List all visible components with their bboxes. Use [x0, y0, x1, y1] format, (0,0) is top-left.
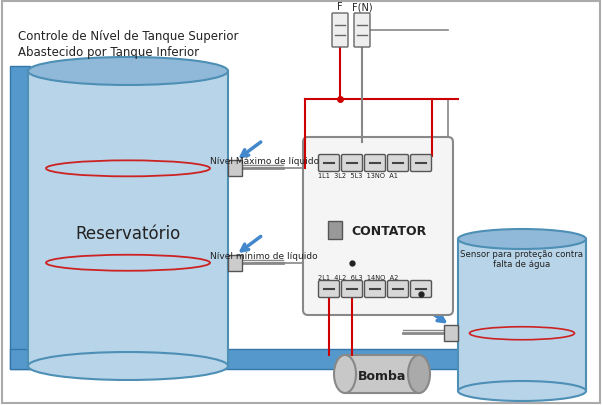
Bar — [345, 355, 419, 393]
Text: Sensor para proteção contra
falta de água: Sensor para proteção contra falta de águ… — [461, 249, 583, 269]
FancyBboxPatch shape — [318, 155, 340, 172]
FancyBboxPatch shape — [318, 281, 340, 298]
Text: F: F — [337, 2, 343, 12]
Bar — [328, 222, 342, 239]
Ellipse shape — [28, 58, 228, 86]
Bar — [228, 161, 242, 177]
Text: CONTATOR: CONTATOR — [352, 225, 427, 238]
Bar — [458, 239, 586, 391]
Text: F(N): F(N) — [352, 2, 372, 12]
Text: Bomba: Bomba — [358, 370, 406, 383]
Bar — [10, 67, 30, 369]
FancyBboxPatch shape — [364, 281, 385, 298]
FancyBboxPatch shape — [411, 281, 432, 298]
FancyBboxPatch shape — [332, 14, 348, 48]
FancyBboxPatch shape — [388, 281, 409, 298]
Text: Nível Máximo de líquido: Nível Máximo de líquido — [210, 157, 319, 166]
Bar — [444, 326, 458, 341]
Text: 1L1  3L2  5L3  13NO  A1: 1L1 3L2 5L3 13NO A1 — [318, 173, 398, 179]
Ellipse shape — [458, 230, 586, 249]
Bar — [28, 72, 228, 366]
FancyBboxPatch shape — [341, 281, 362, 298]
Ellipse shape — [334, 355, 356, 393]
FancyBboxPatch shape — [364, 155, 385, 172]
Text: Abastecido por Tanque Inferior: Abastecido por Tanque Inferior — [18, 46, 199, 59]
Bar — [512, 369, 532, 391]
Ellipse shape — [28, 352, 228, 380]
Text: Reservatório: Reservatório — [75, 225, 181, 243]
Bar — [10, 349, 570, 369]
FancyBboxPatch shape — [411, 155, 432, 172]
Ellipse shape — [408, 355, 430, 393]
Text: Nível mínimo de líquido: Nível mínimo de líquido — [210, 251, 318, 260]
Ellipse shape — [458, 381, 586, 401]
FancyBboxPatch shape — [303, 138, 453, 315]
Text: Controle de Nível de Tanque Superior: Controle de Nível de Tanque Superior — [18, 30, 238, 43]
Text: 2L1  4L2  6L3  14NO  A2: 2L1 4L2 6L3 14NO A2 — [318, 274, 399, 280]
FancyBboxPatch shape — [388, 155, 409, 172]
Bar — [228, 255, 242, 271]
FancyBboxPatch shape — [354, 14, 370, 48]
FancyBboxPatch shape — [341, 155, 362, 172]
